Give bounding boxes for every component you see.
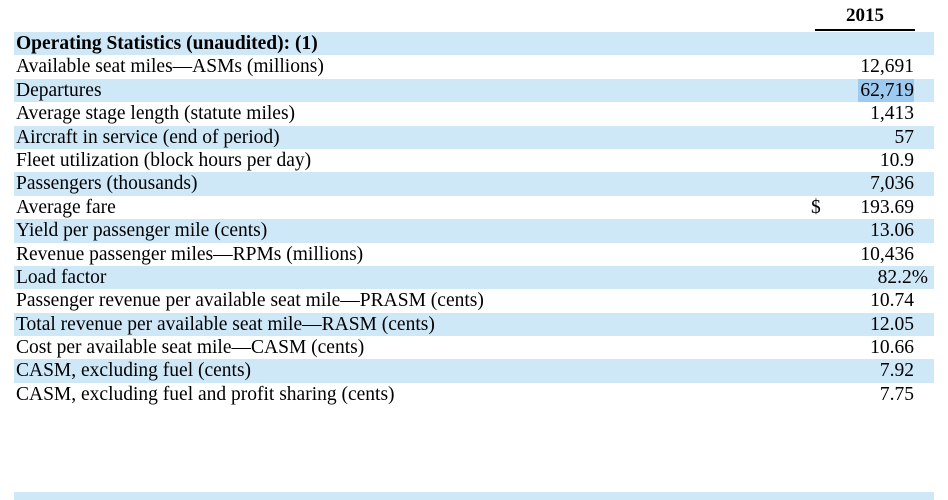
table-row[interactable]: CASM, excluding fuel and profit sharing …: [14, 383, 934, 406]
table-row[interactable]: Yield per passenger mile (cents) 13.06: [14, 219, 934, 243]
row-label: Revenue passenger miles—RPMs (millions): [16, 243, 364, 265]
row-value: 193.69: [860, 196, 914, 218]
row-value-selected[interactable]: 62,719: [858, 78, 914, 103]
table-bottom-band: [14, 492, 934, 500]
row-value: 10.66: [870, 337, 914, 359]
row-label: Fleet utilization (block hours per day): [16, 149, 312, 171]
row-value: 82.2%: [877, 266, 928, 288]
section-title: Operating Statistics (unaudited): (1): [16, 33, 318, 54]
year-header-underline: [815, 29, 915, 31]
table-row[interactable]: Departures 62,719: [14, 78, 934, 103]
table-row[interactable]: CASM, excluding fuel (cents) 7.92: [14, 359, 934, 383]
row-value: 13.06: [870, 220, 914, 242]
currency-symbol: $: [811, 196, 821, 218]
row-value: 12,691: [860, 56, 914, 78]
table-row[interactable]: Aircraft in service (end of period) 57: [14, 125, 934, 149]
table-row[interactable]: Passengers (thousands) 7,036: [14, 172, 934, 196]
row-label: Total revenue per available seat mile—RA…: [16, 313, 435, 335]
section-header-row: Operating Statistics (unaudited): (1): [14, 32, 934, 56]
table-row[interactable]: Available seat miles—ASMs (millions) 12,…: [14, 55, 934, 78]
row-label: Load factor: [16, 266, 107, 288]
table-row[interactable]: Average fare $ 193.69: [14, 196, 934, 219]
row-label: Average stage length (statute miles): [16, 103, 296, 125]
row-label: Passengers (thousands): [16, 173, 198, 195]
row-label: Passenger revenue per available seat mil…: [16, 290, 484, 312]
row-value: 7.92: [879, 360, 914, 382]
table-row[interactable]: Passenger revenue per available seat mil…: [14, 289, 934, 312]
table-row[interactable]: Fleet utilization (block hours per day) …: [14, 149, 934, 172]
row-value: 57: [894, 126, 915, 148]
table-row[interactable]: Cost per available seat mile—CASM (cents…: [14, 336, 934, 359]
table-row[interactable]: Average stage length (statute miles) 1,4…: [14, 102, 934, 125]
row-value: 10.9: [879, 149, 914, 171]
row-value: 7.75: [879, 383, 914, 405]
row-label: CASM, excluding fuel (cents): [16, 360, 252, 382]
row-label: CASM, excluding fuel and profit sharing …: [16, 383, 395, 405]
row-label: Aircraft in service (end of period): [16, 126, 280, 148]
row-label: Available seat miles—ASMs (millions): [16, 56, 324, 78]
table-row[interactable]: Load factor 82.2%: [14, 265, 934, 290]
row-value: 12.05: [870, 313, 914, 335]
row-label: Yield per passenger mile (cents): [16, 220, 268, 242]
row-value: 10.74: [870, 290, 914, 312]
row-value: 10,436: [860, 243, 914, 265]
row-value: 7,036: [870, 173, 914, 195]
row-label: Average fare: [16, 196, 116, 218]
row-label: Departures: [16, 79, 102, 101]
statistics-table: Operating Statistics (unaudited): (1) Av…: [14, 32, 934, 406]
table-row[interactable]: Revenue passenger miles—RPMs (millions) …: [14, 243, 934, 266]
row-value: 1,413: [870, 103, 914, 125]
row-label: Cost per available seat mile—CASM (cents…: [16, 337, 365, 359]
table-row[interactable]: Total revenue per available seat mile—RA…: [14, 312, 934, 337]
year-column-header: 2015: [846, 5, 884, 26]
